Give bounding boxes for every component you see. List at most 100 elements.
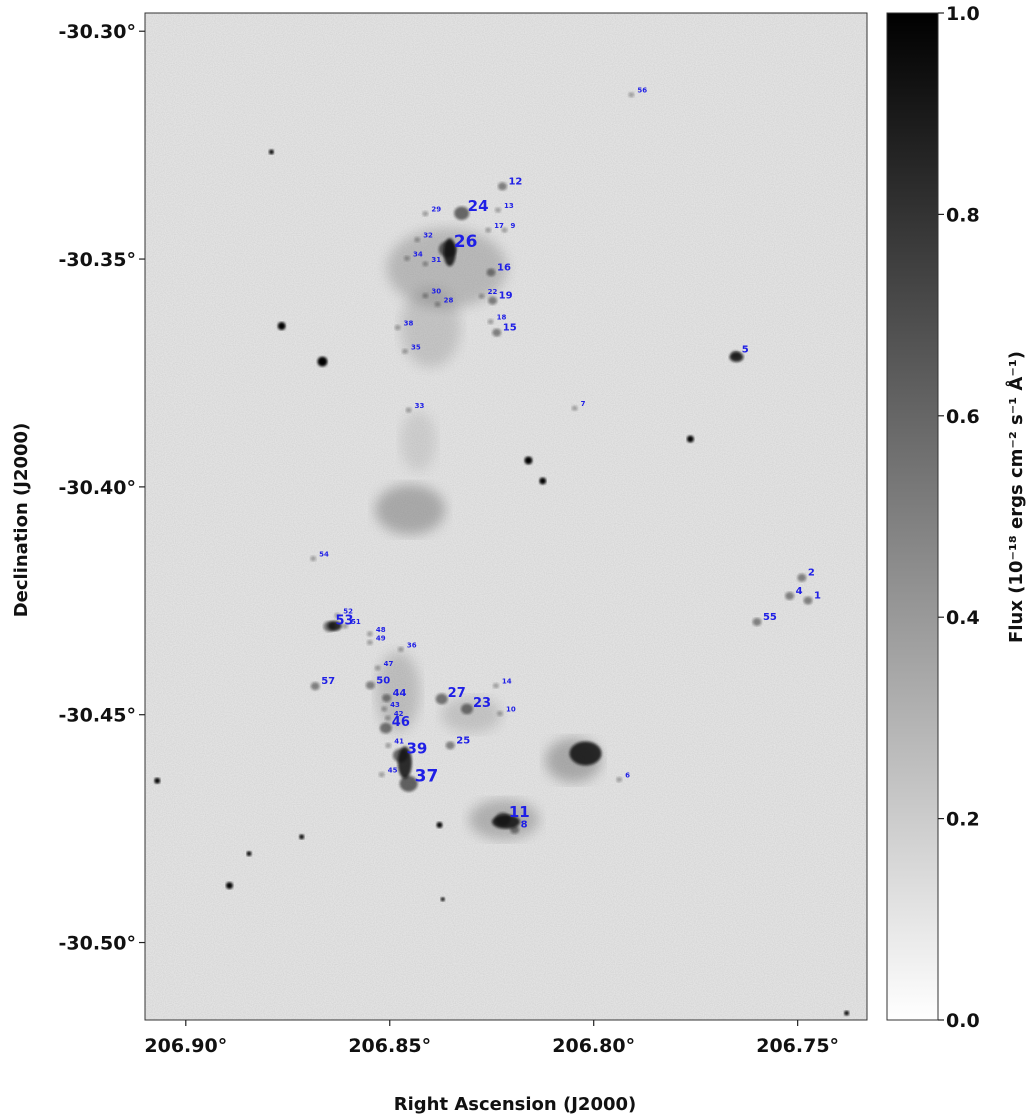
x-tick-label: 206.75° — [756, 1035, 839, 1057]
source-label: 37 — [415, 767, 439, 787]
y-tick-label: -30.30° — [59, 21, 136, 43]
source-blob — [394, 324, 401, 331]
colorbar-ticks: 0.0 0.2 0.4 0.6 0.8 1.0 — [938, 3, 980, 1032]
source-label: 17 — [494, 222, 504, 230]
point-source — [277, 322, 286, 331]
source-label: 9 — [510, 222, 515, 230]
point-source — [524, 456, 533, 465]
diffuse-glow — [375, 484, 446, 535]
x-axis-label: Right Ascension (J2000) — [394, 1094, 637, 1115]
source-blob — [365, 681, 375, 690]
bright-feature — [443, 238, 456, 267]
source-label: 56 — [637, 87, 647, 95]
colorbar-gradient — [886, 12, 939, 1021]
colorbar-tick-label: 0.8 — [946, 204, 980, 226]
source-blob — [454, 206, 470, 220]
source-label: 11 — [509, 803, 530, 821]
source-blob — [571, 405, 578, 411]
source-blob — [485, 227, 492, 233]
point-source — [440, 897, 445, 902]
source-label: 36 — [407, 641, 417, 649]
source-blob — [405, 407, 412, 413]
source-label: 25 — [456, 735, 470, 746]
y-tick-label: -30.45° — [59, 705, 136, 727]
diffuse-glow — [400, 287, 461, 368]
x-tick-label: 206.90° — [144, 1035, 227, 1057]
source-labels: 1245678910111214151617181922232425262728… — [319, 87, 821, 831]
source-label: 15 — [503, 323, 517, 334]
x-axis: 206.90° 206.85° 206.80° 206.75° — [144, 1020, 839, 1057]
bright-feature — [327, 620, 342, 631]
source-blob — [797, 573, 807, 582]
source-blob — [401, 348, 408, 354]
source-label: 48 — [376, 626, 386, 634]
source-blob — [494, 207, 501, 213]
source-label: 54 — [319, 551, 329, 559]
source-label: 6 — [625, 772, 630, 780]
source-label: 55 — [763, 612, 777, 623]
source-blob — [414, 236, 421, 243]
y-tick-label: -30.35° — [59, 249, 136, 271]
point-source — [154, 777, 161, 784]
colorbar-label: Flux (10⁻¹⁸ ergs cm⁻² s⁻¹ Å⁻¹) — [1004, 351, 1027, 643]
source-label: 57 — [321, 676, 335, 687]
source-label: 32 — [423, 232, 433, 240]
y-tick-label: -30.50° — [59, 933, 136, 955]
source-label: 31 — [431, 256, 441, 264]
diffuse-glow — [441, 696, 502, 733]
colorbar-tick-label: 0.6 — [946, 406, 980, 428]
source-label: 49 — [376, 634, 386, 642]
source-blob — [334, 612, 341, 619]
source-label: 24 — [468, 197, 489, 215]
point-source — [539, 477, 547, 485]
source-blob — [487, 318, 494, 325]
point-source — [225, 882, 233, 890]
source-label: 30 — [431, 288, 441, 296]
colorbar: 0.0 0.2 0.4 0.6 0.8 1.0 Flux (10⁻¹⁸ ergs cm⁻²… — [886, 3, 1027, 1032]
source-blob — [379, 722, 392, 734]
source-label: 53 — [335, 613, 353, 628]
source-label: 29 — [431, 206, 441, 214]
source-label: 1 — [814, 591, 821, 602]
y-axis: -30.30° -30.35° -30.40° -30.45° -30.50° — [59, 21, 145, 955]
source-blob — [397, 646, 404, 652]
source-label: 42 — [394, 710, 404, 718]
source-label: 13 — [504, 202, 514, 210]
bright-feature — [397, 746, 412, 779]
source-blob — [492, 328, 502, 337]
colorbar-tick-label: 1.0 — [946, 3, 980, 25]
point-source — [317, 356, 328, 367]
source-blob — [478, 293, 485, 299]
source-blob — [366, 639, 373, 646]
source-label: 47 — [384, 660, 394, 668]
source-label: 41 — [394, 737, 404, 745]
point-sources — [154, 149, 850, 1016]
source-label: 43 — [390, 701, 400, 709]
source-blob — [486, 268, 496, 277]
source-blob — [434, 301, 441, 308]
image-noise — [145, 13, 867, 1020]
y-axis-label: Declination (J2000) — [11, 423, 32, 618]
source-blob — [803, 596, 813, 605]
source-blob — [384, 715, 391, 721]
bright-feature — [492, 814, 520, 829]
source-blob — [422, 292, 429, 299]
source-label: 50 — [376, 675, 390, 686]
source-blob — [501, 227, 508, 233]
source-label: 51 — [351, 618, 361, 626]
bright-feature — [729, 352, 744, 363]
diffuse-glow — [375, 651, 420, 732]
source-blob — [492, 683, 499, 689]
point-source — [246, 851, 252, 857]
source-label: 23 — [473, 696, 491, 711]
colorbar-tick-label: 0.2 — [946, 809, 980, 831]
source-label: 52 — [343, 608, 353, 616]
source-blob — [628, 92, 635, 98]
source-label: 38 — [404, 320, 414, 328]
source-label: 33 — [415, 402, 425, 410]
source-blob — [497, 182, 507, 191]
source-label: 14 — [502, 678, 512, 686]
source-blob — [488, 296, 498, 305]
source-blob — [341, 623, 348, 629]
